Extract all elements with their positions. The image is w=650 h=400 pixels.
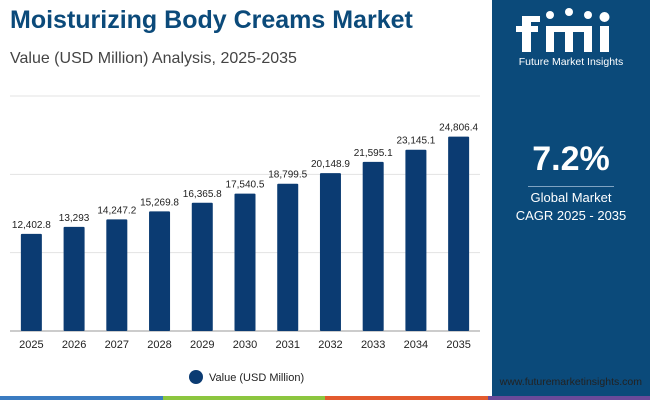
bar-2026	[63, 226, 85, 331]
footer-segment-2	[162, 396, 325, 400]
cagr-label-line1: Global Market	[530, 190, 612, 205]
brand-name: Future Market Insights	[518, 56, 624, 68]
bar-2031	[277, 183, 299, 331]
value-label: 24,806.4	[439, 123, 478, 134]
chart-subtitle: Value (USD Million) Analysis, 2025-2035	[10, 50, 297, 67]
x-tick-label: 2026	[62, 339, 86, 351]
website-link[interactable]: www.futuremarketinsights.com	[499, 376, 642, 388]
footer-segment-3	[325, 396, 488, 400]
bar-2035	[448, 136, 470, 331]
footer-segment-1	[0, 396, 163, 400]
x-tick-label: 2032	[318, 339, 342, 351]
bar-2030	[234, 193, 256, 331]
legend-swatch	[189, 370, 203, 384]
value-label: 21,595.1	[354, 148, 393, 159]
value-labels: 12,402.8 13,293 14,247.2 15,269.8 16,365.8 17…	[12, 123, 479, 231]
legend-label: Value (USD Million)	[209, 372, 304, 384]
bar-2032	[319, 173, 341, 331]
value-label: 15,269.8	[140, 197, 179, 208]
value-label: 12,402.8	[12, 220, 51, 231]
x-tick-label: 2028	[147, 339, 171, 351]
value-label: 13,293	[59, 213, 90, 224]
bar-2033	[362, 161, 384, 331]
cagr-label-line2: CAGR 2025 - 2035	[515, 208, 627, 223]
bars	[20, 136, 470, 331]
fmi-logo	[516, 8, 610, 52]
cagr-divider	[528, 186, 614, 187]
bar-2029	[191, 202, 213, 331]
x-tick-label: 2029	[190, 339, 214, 351]
sidebar-panel: Future Market Insights 7.2% Global Marke…	[492, 0, 650, 400]
value-label: 17,540.5	[226, 180, 265, 191]
x-tick-label: 2027	[105, 339, 129, 351]
legend: Value (USD Million)	[189, 370, 304, 384]
bar-2034	[405, 149, 427, 331]
x-tick-label: 2035	[446, 339, 470, 351]
x-tick-label: 2033	[361, 339, 385, 351]
value-label: 14,247.2	[97, 205, 136, 216]
bar-2025	[20, 233, 42, 331]
x-tick-label: 2030	[233, 339, 257, 351]
value-label: 16,365.8	[183, 189, 222, 200]
bar-2028	[149, 211, 171, 331]
footer-color-bar	[0, 396, 650, 400]
x-tick-label: 2031	[275, 339, 299, 351]
x-tick-label: 2034	[404, 339, 428, 351]
footer-segment-4	[487, 396, 650, 400]
cagr-value: 7.2%	[532, 140, 610, 178]
value-label: 20,148.9	[311, 159, 350, 170]
chart-title: Moisturizing Body Creams Market	[10, 6, 413, 34]
bar-2027	[106, 219, 128, 331]
bar-chart: 12,402.8 13,293 14,247.2 15,269.8 16,365.8 17…	[10, 95, 480, 384]
value-label: 18,799.5	[268, 170, 307, 181]
x-tick-label: 2025	[19, 339, 43, 351]
x-tick-labels: 2025 2026 2027 2028 2029 2030 2031 2032 2033 2034…	[19, 339, 471, 351]
value-label: 23,145.1	[396, 136, 435, 147]
